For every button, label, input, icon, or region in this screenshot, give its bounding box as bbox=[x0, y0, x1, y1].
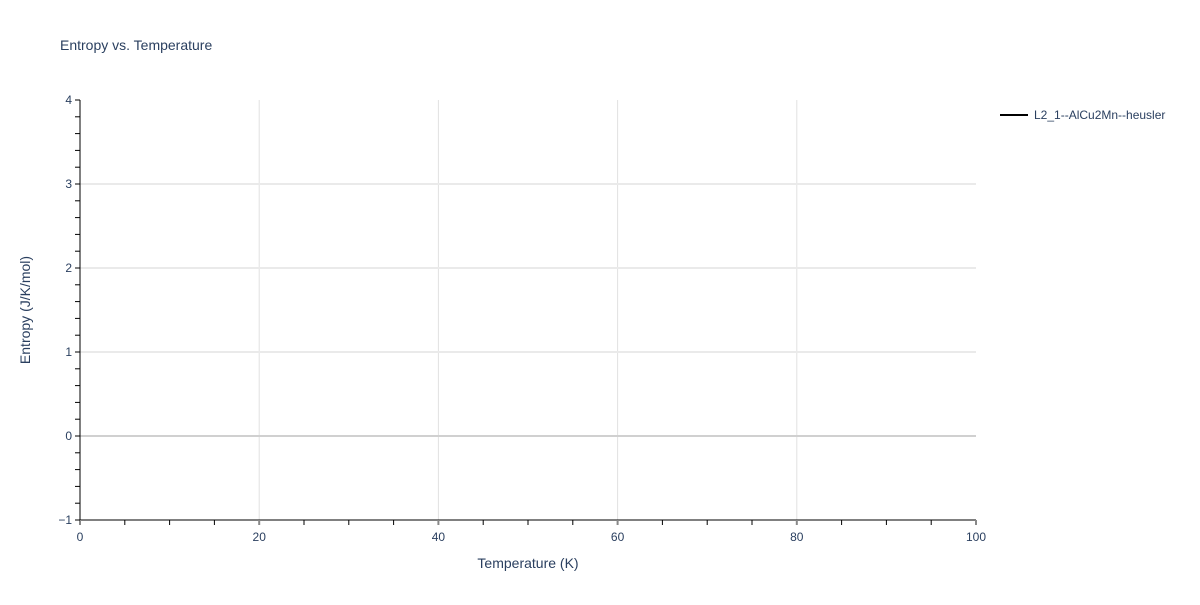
legend[interactable]: L2_1--AlCu2Mn--heusler bbox=[1000, 108, 1165, 122]
x-tick-label: 40 bbox=[432, 530, 446, 544]
x-tick-label: 100 bbox=[966, 530, 986, 544]
axes: 0 20 40 60 80 100 −1 0 1 2 3 4 bbox=[58, 93, 986, 544]
grid bbox=[80, 100, 976, 520]
y-tick-label: 1 bbox=[65, 345, 72, 359]
y-tick-label: 2 bbox=[65, 261, 72, 275]
y-tick-label: −1 bbox=[58, 513, 72, 527]
y-tick-label: 0 bbox=[65, 429, 72, 443]
x-tick-label: 20 bbox=[253, 530, 267, 544]
x-axis-label: Temperature (K) bbox=[477, 555, 578, 571]
y-tick-label: 3 bbox=[65, 177, 72, 191]
x-tick-label: 80 bbox=[790, 530, 804, 544]
legend-label: L2_1--AlCu2Mn--heusler bbox=[1034, 108, 1165, 122]
y-tick-label: 4 bbox=[65, 93, 72, 107]
chart-title: Entropy vs. Temperature bbox=[60, 37, 212, 53]
x-tick-label: 60 bbox=[611, 530, 625, 544]
x-tick-label: 0 bbox=[77, 530, 84, 544]
y-axis-label: Entropy (J/K/mol) bbox=[17, 256, 33, 364]
